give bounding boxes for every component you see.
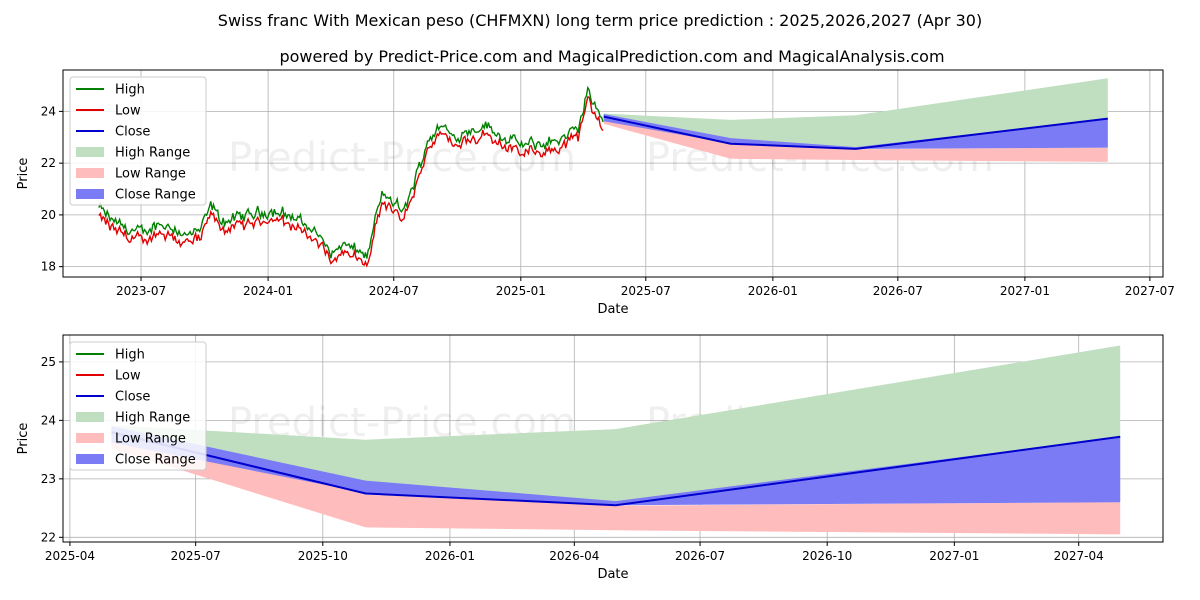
legend-label-close-range: Close Range [115, 453, 196, 468]
legend-label-high-range: High Range [115, 146, 190, 161]
x-tick-label: 2024-07 [369, 284, 419, 298]
x-tick-label: 2026-01 [748, 284, 798, 298]
legend-label-low-range: Low Range [115, 432, 186, 447]
y-tick-label: 20 [41, 208, 56, 222]
y-tick-label: 22 [41, 530, 56, 544]
x-tick-label: 2025-04 [45, 549, 95, 563]
high-range-band [603, 78, 1108, 149]
legend: High Low Close High Range Low Range Close Ran… [69, 76, 207, 206]
y-axis-label: Price [16, 158, 31, 190]
legend-label-high: High [115, 83, 145, 98]
x-tick-label: 2025-07 [171, 549, 221, 563]
x-tick-label: 2026-10 [802, 549, 852, 563]
legend-swatch-low-range [76, 168, 104, 178]
plot-frame [62, 69, 1164, 278]
legend-label-close: Close [115, 125, 150, 140]
x-tick-label: 2026-01 [425, 549, 475, 563]
close-forecast-line [111, 431, 1121, 507]
x-axis-label: Date [597, 567, 628, 582]
legend-label-close-range: Close Range [115, 188, 196, 203]
x-tick-label: 2027-04 [1054, 549, 1104, 563]
x-tick-label: 2026-07 [675, 549, 725, 563]
x-tick-label: 2027-07 [1125, 284, 1175, 298]
x-tick-label: 2025-10 [298, 549, 348, 563]
x-tick-label: 2025-01 [496, 284, 546, 298]
y-tick-label: 22 [41, 156, 56, 170]
y-tick-label: 25 [41, 355, 56, 369]
y-axis-label: Price [16, 423, 31, 455]
low-series-line [98, 96, 604, 268]
y-tick-label: 23 [41, 472, 56, 486]
legend-swatch-close-range [76, 189, 104, 199]
legend-label-low-range: Low Range [115, 167, 186, 182]
close-range-band [603, 114, 1108, 149]
legend-label-high: High [115, 348, 145, 363]
low-range-band [603, 117, 1108, 162]
high-series-line [98, 85, 604, 259]
close-forecast-line [603, 115, 1108, 150]
y-tick-label: 24 [41, 413, 56, 427]
y-tick-label: 24 [41, 104, 56, 118]
x-tick-label: 2026-07 [873, 284, 923, 298]
legend-swatch-high-range [76, 412, 104, 422]
legend-label-low: Low [115, 369, 141, 384]
chart-subtitle: powered by Predict-Price.com and Magical… [279, 47, 944, 66]
x-tick-label: 2023-07 [116, 284, 166, 298]
x-tick-label: 2026-04 [549, 549, 599, 563]
legend-swatch-low-range [76, 433, 104, 443]
low-range-band [111, 433, 1121, 535]
chart-title: Swiss franc With Mexican peso (CHFMXN) l… [218, 11, 982, 30]
plot-frame [62, 334, 1164, 543]
legend-swatch-high-range [76, 147, 104, 157]
legend-swatch-close-range [76, 454, 104, 464]
long-term-chart-panel: Predict-Price.comPredict-Price.com2023-0… [16, 69, 1175, 317]
watermark: Predict-Price.com [228, 135, 576, 181]
x-axis-label: Date [597, 302, 628, 317]
legend-label-low: Low [115, 104, 141, 119]
legend-label-close: Close [115, 390, 150, 405]
x-tick-label: 2027-01 [1000, 284, 1050, 298]
legend: High Low Close High Range Low Range Close Ran… [69, 341, 207, 471]
y-tick-label: 18 [41, 260, 56, 274]
x-tick-label: 2027-01 [929, 549, 979, 563]
x-tick-label: 2024-01 [243, 284, 293, 298]
x-tick-label: 2025-07 [621, 284, 671, 298]
high-range-band [111, 345, 1121, 504]
legend-label-high-range: High Range [115, 411, 190, 426]
forecast-zoom-chart-panel: Predict-Price.comPredict-Price.com2025-0… [16, 334, 1164, 582]
close-range-band [111, 426, 1121, 506]
